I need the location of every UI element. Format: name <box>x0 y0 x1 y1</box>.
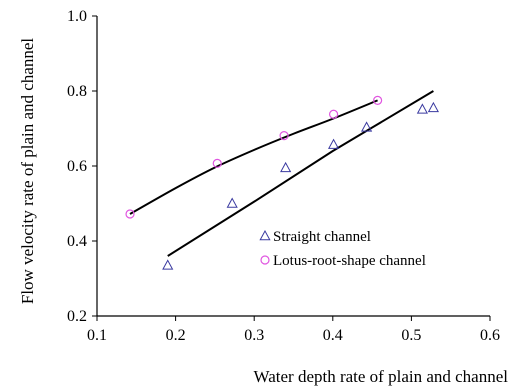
legend-label-straight-channel: Straight channel <box>273 229 371 245</box>
data-point-straight-channel <box>327 138 340 149</box>
legend-triangle-shape <box>259 229 271 241</box>
legend-item-straight-channel: Straight channel <box>259 229 371 245</box>
trendline-straight-channel <box>167 90 434 257</box>
legend-circle-shape <box>260 255 270 265</box>
data-point-straight-channel <box>361 121 373 132</box>
data-point-straight-channel <box>280 161 292 173</box>
x-tick-label: 0.3 <box>244 327 264 344</box>
x-tick-label: 0.5 <box>401 327 421 344</box>
y-tick-label: 0.2 <box>67 308 87 325</box>
x-tick-label: 0.2 <box>166 327 186 344</box>
legend: Straight channel Lotus-root-shape channe… <box>259 229 426 269</box>
data-markers <box>125 95 439 270</box>
data-point-lotus-root-shape-channel <box>125 209 135 219</box>
data-point-straight-channel <box>416 103 428 114</box>
legend-item-lotus-root-shape-channel: Lotus-root-shape channel <box>260 253 426 269</box>
legend-triangle-marker <box>259 229 271 241</box>
y-tick-label: 1.0 <box>67 8 87 25</box>
data-point-straight-channel <box>226 197 238 208</box>
data-point-lotus-root-shape-channel <box>328 109 339 119</box>
y-tick-label: 0.8 <box>67 83 87 100</box>
data-point-lotus-root-shape-channel <box>373 95 383 105</box>
y-tick-label: 0.6 <box>67 158 87 175</box>
tick-labels: 0.1 0.2 0.3 0.4 0.5 0.60.20.40.60.81.0 <box>67 8 500 344</box>
y-tick-label: 0.4 <box>67 233 87 250</box>
legend-label-lotus-root-shape-channel: Lotus-root-shape channel <box>273 253 426 269</box>
legend-circle-marker <box>260 255 270 265</box>
x-tick-label: 0.1 <box>87 327 107 344</box>
y-axis-title: Flow velocity rate of plain and channel <box>18 38 37 305</box>
trendline-lotus-root-shape-channel <box>129 99 378 215</box>
x-tick-label: 0.6 <box>480 327 500 344</box>
data-point-straight-channel <box>162 259 174 270</box>
x-tick-label: 0.4 <box>323 327 343 344</box>
data-point-lotus-root-shape-channel <box>212 158 222 168</box>
x-axis-title: Water depth rate of plain and channel <box>254 367 509 386</box>
data-point-straight-channel <box>427 101 439 113</box>
data-point-lotus-root-shape-channel <box>279 131 289 141</box>
axes <box>92 15 491 321</box>
